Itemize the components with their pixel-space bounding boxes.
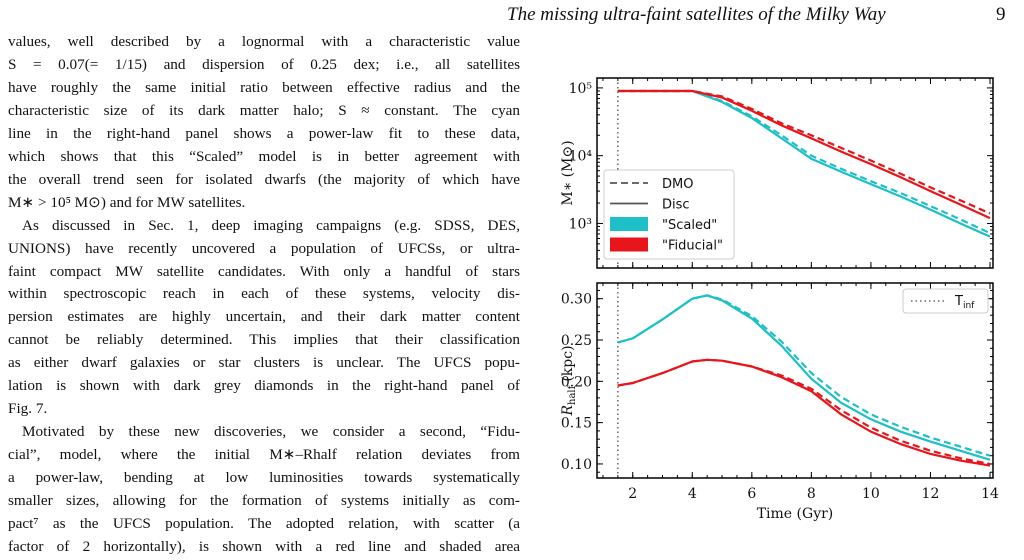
series-line [617,294,991,457]
text-line: Motivated by these new discoveries, we c… [22,423,520,441]
x-tick-label: 8 [807,486,816,502]
text-line: line in the right-hand panel shows a pow… [8,124,520,142]
y-tick-label: 10⁵ [569,81,593,97]
legend-patch [610,217,648,231]
legend-patch [610,237,648,252]
text-line: smaller sizes, allowing for the formatio… [8,492,520,509]
y-tick-label: 10⁴ [569,149,593,165]
y-tick-label: 0.10 [561,457,592,473]
text-line: faint compact MW satellite candidates. W… [8,262,520,280]
x-tick-label: 4 [688,486,697,502]
y-axis-label: M∗ (M⊙) [560,140,576,205]
running-title: The missing ultra-faint satellites of th… [507,4,886,25]
text-line: as either dwarf galaxies or star cluster… [8,354,520,372]
text-line: lation is shown with dark grey diamonds … [8,377,520,395]
series-line [617,89,991,215]
legend-label: DMO [662,177,693,192]
text-line: cial”, model, where the initial M∗–Rhalf… [8,446,520,464]
legend-label: "Fiducial" [662,239,723,254]
text-line: Fig. 7. [8,400,48,418]
text-line: cannot be reliably determined. This impl… [8,331,520,349]
x-tick-label: 6 [747,486,756,502]
text-line: a power-law, bending at low luminosities… [8,469,520,487]
series-line [617,358,991,466]
series-line [617,294,991,461]
x-tick-label: 14 [981,486,999,502]
legend-label: "Scaled" [662,218,717,233]
x-tick-label: 12 [922,486,940,502]
y-axis-label: Rhalf (kpc) [560,345,578,416]
axes-frame [596,282,994,479]
text-line: characteristic size of its dark matter h… [8,101,520,119]
page-number: 9 [996,4,1006,25]
y-axis-label-sub: half [567,384,578,405]
x-tick-label: 10 [862,486,880,502]
legend-box [603,169,735,260]
x-axis-label: Time (Gyr) [757,506,834,522]
text-line: the overall trend seen for isolated dwar… [8,170,520,188]
text-line: factor of 2 horizontally), is shown with… [8,537,520,555]
text-line: S = 0.07(= 1/15) and dispersion of 0.25 … [8,55,520,73]
legend-label: Disc [662,198,690,213]
legend-label: Tinf [954,294,975,311]
text-line: As discussed in Sec. 1, deep imaging cam… [22,216,520,234]
y-tick-label: 0.25 [561,333,592,349]
x-tick-label: 2 [628,486,637,502]
legend-box [902,288,989,314]
y-tick-label: 10³ [569,216,592,232]
text-line: within spectroscopic reach in each of th… [8,285,520,303]
axes-frame [596,77,994,269]
text-line: UNIONS) have recently uncovered a popula… [8,239,520,257]
y-tick-label: 0.15 [561,416,592,432]
text-line: which shows that this “Scaled” model is … [8,147,520,165]
y-tick-label: 0.20 [561,374,592,390]
text-line: pact⁷ as the UFCS population. The adopte… [8,514,520,532]
legend-label-sub: inf [963,301,975,311]
y-axis-label-symbol: R [560,405,576,417]
y-tick-label: 0.30 [561,292,592,308]
text-line: persion estimates are highly uncertain, … [8,308,520,326]
legend-label-main: T [954,294,963,309]
text-line: M∗ > 10⁵ M⊙) and for MW satellites. [8,193,246,211]
y-axis-label-unit: (kpc) [560,345,576,381]
series-line [617,358,991,467]
text-line: have roughly the same initial ratio betw… [8,78,520,96]
text-line: values, well described by a lognormal wi… [8,33,520,50]
